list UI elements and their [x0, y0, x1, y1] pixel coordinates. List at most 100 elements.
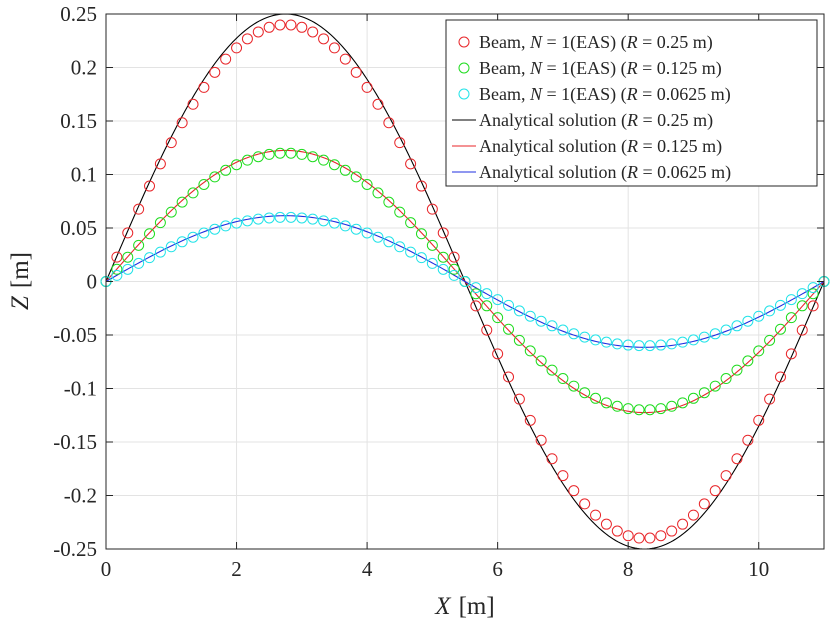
- y-tick-label: 0: [87, 270, 98, 294]
- data-point: [176, 196, 188, 208]
- data-point: [328, 217, 340, 229]
- data-point: [666, 400, 678, 412]
- data-point: [448, 269, 460, 281]
- data-point: [339, 53, 351, 65]
- data-point: [720, 324, 732, 336]
- data-point: [774, 299, 786, 311]
- data-point: [437, 263, 449, 275]
- x-axis-var: X: [434, 593, 452, 620]
- x-tick-label: 0: [101, 557, 112, 581]
- data-point: [328, 42, 340, 54]
- data-point: [774, 371, 786, 383]
- legend-prefix: Analytical solution (: [479, 162, 627, 183]
- data-point: [655, 530, 667, 542]
- data-point: [133, 203, 145, 215]
- legend-marker: [458, 36, 470, 48]
- data-point: [785, 312, 797, 324]
- data-point: [274, 19, 286, 31]
- data-point: [350, 223, 362, 235]
- data-point: [307, 26, 319, 38]
- y-tick-label: -0.1: [64, 377, 97, 401]
- data-point: [176, 236, 188, 248]
- data-point: [633, 532, 645, 544]
- data-point: [731, 453, 743, 465]
- legend-value: = 0.25 m): [638, 110, 713, 131]
- series-lines: [105, 13, 825, 550]
- data-point: [165, 137, 177, 149]
- data-point: [339, 164, 351, 176]
- legend-var: R: [626, 110, 638, 130]
- data-point: [513, 393, 525, 405]
- data-point: [263, 148, 275, 160]
- data-point: [807, 300, 819, 312]
- data-point: [361, 81, 373, 93]
- y-tick-label: -0.05: [53, 323, 97, 347]
- ticks: [105, 13, 824, 550]
- data-point: [372, 98, 384, 110]
- data-point: [503, 299, 515, 311]
- data-point: [263, 21, 275, 33]
- x-tick-label: 8: [623, 557, 634, 581]
- data-point: [655, 339, 667, 351]
- legend-value: = 0.125 m): [638, 136, 722, 157]
- data-point: [611, 400, 623, 412]
- data-point: [154, 246, 166, 258]
- y-tick-label: -0.2: [64, 484, 97, 508]
- data-point: [187, 231, 199, 243]
- data-point: [372, 231, 384, 243]
- data-point: [557, 470, 569, 482]
- data-point: [144, 252, 156, 264]
- data-point: [535, 315, 547, 327]
- data-point: [459, 276, 471, 287]
- data-point: [144, 180, 156, 192]
- data-point: [698, 331, 710, 343]
- data-point: [111, 269, 123, 281]
- y-tick-label: 0.15: [60, 109, 97, 133]
- data-point: [546, 320, 558, 332]
- data-point: [307, 213, 319, 225]
- data-point: [285, 211, 297, 223]
- data-point: [154, 217, 166, 229]
- legend-entry: Beam, N = 1(EAS) (R = 0.125 m): [479, 58, 722, 79]
- data-point: [133, 239, 145, 251]
- data-point: [198, 178, 210, 190]
- data-point: [470, 288, 482, 300]
- legend-prefix: Analytical solution (: [479, 110, 627, 131]
- x-tick-label: 4: [362, 557, 373, 581]
- legend-prefix: Analytical solution (: [479, 136, 627, 157]
- data-point: [285, 147, 297, 159]
- data-point: [687, 509, 699, 521]
- data-point: [666, 338, 678, 350]
- data-point: [220, 53, 232, 65]
- data-point: [263, 212, 275, 224]
- legend-box: [445, 19, 818, 187]
- legend-eq: = 1(EAS) (: [542, 58, 627, 79]
- legend-entry: Beam, N = 1(EAS) (R = 0.25 m): [479, 32, 713, 53]
- data-point: [503, 371, 515, 383]
- data-point: [252, 213, 264, 225]
- data-point: [600, 518, 612, 530]
- legend-prefix: Beam,: [479, 84, 530, 104]
- data-point: [742, 434, 754, 446]
- data-point: [807, 288, 819, 300]
- data-point: [513, 334, 525, 346]
- data-point: [111, 251, 123, 263]
- data-point: [252, 26, 264, 38]
- data-point: [405, 158, 417, 170]
- y-axis-unit: [m]: [7, 252, 34, 288]
- data-point: [470, 300, 482, 312]
- data-point: [600, 397, 612, 409]
- data-point: [600, 336, 612, 348]
- data-point: [198, 81, 210, 93]
- data-point: [764, 305, 776, 317]
- legend-value: = 0.25 m): [638, 32, 713, 53]
- data-point: [481, 324, 493, 336]
- legend-var: R: [626, 136, 638, 156]
- data-point: [383, 117, 395, 129]
- data-point: [524, 310, 536, 322]
- data-point: [285, 19, 297, 31]
- data-point: [687, 392, 699, 404]
- data-point: [796, 288, 808, 300]
- legend-var: N: [529, 58, 543, 78]
- data-point: [611, 525, 623, 537]
